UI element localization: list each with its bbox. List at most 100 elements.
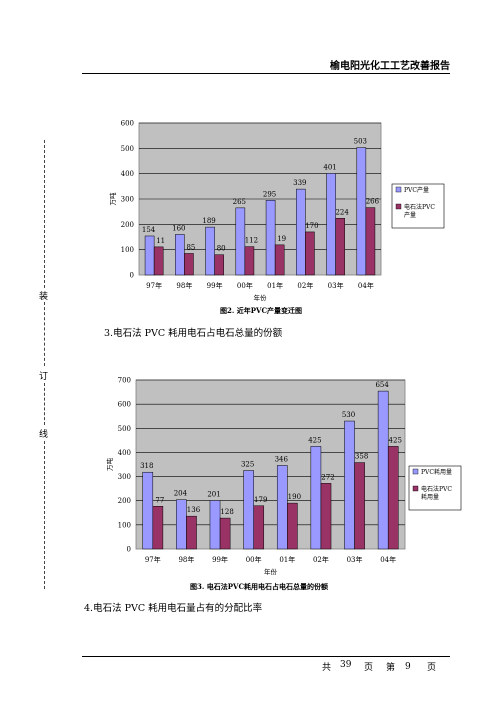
x-tick-label: 97年	[146, 281, 162, 290]
data-label: 19	[277, 235, 286, 243]
bar-series-2	[387, 446, 399, 550]
bar-series-1	[209, 500, 221, 550]
data-label: 401	[323, 163, 336, 171]
x-tick-label: 04年	[358, 281, 374, 290]
y-tick-label: 700	[118, 377, 131, 385]
footer-page-prefix: 第	[386, 663, 396, 673]
data-label: 179	[254, 496, 267, 504]
legend-swatch	[395, 203, 402, 210]
legend-label-cont: 产量	[404, 211, 416, 219]
data-label: 266	[366, 198, 380, 206]
bar-series-1	[144, 235, 155, 276]
data-label: 295	[263, 190, 276, 198]
bar-series-1	[142, 471, 154, 550]
binding-mark-xian: 线	[39, 430, 49, 440]
data-label: 318	[140, 462, 153, 470]
y-tick-label: 300	[118, 473, 131, 481]
x-tick-label: 03年	[328, 281, 344, 290]
legend-swatch	[395, 186, 402, 193]
data-label: 358	[355, 453, 368, 461]
x-tick-label: 02年	[313, 555, 329, 564]
bar-series-2	[253, 505, 265, 550]
binding-line	[44, 383, 45, 425]
y-tick-label: 300	[121, 196, 134, 204]
y-tick-label: 600	[121, 120, 134, 128]
data-label: 503	[354, 138, 367, 146]
legend-swatch	[412, 485, 419, 492]
binding-mark-zhuang: 装	[39, 292, 49, 302]
data-label: 136	[187, 506, 201, 514]
bar-series-1	[326, 173, 336, 276]
bar-series-1	[377, 390, 389, 550]
data-label: 201	[207, 490, 220, 498]
x-tick-label: 99年	[212, 555, 228, 564]
data-label: 204	[174, 490, 188, 498]
bar-series-2	[219, 517, 231, 550]
bar-series-1	[344, 420, 355, 550]
bar-series-2	[305, 231, 315, 276]
legend-label: PVC产量	[404, 186, 429, 194]
header-title: 榆电阳光化工工艺改善报告	[330, 61, 450, 72]
header-rule	[82, 73, 450, 74]
data-label: 189	[202, 217, 215, 225]
x-tick-label: 03年	[347, 555, 363, 564]
data-label: 85	[186, 243, 195, 251]
bar-series-1	[356, 147, 367, 276]
x-axis-title: 年份	[264, 567, 278, 576]
bar-series-2	[214, 254, 224, 276]
bar-series-2	[152, 506, 164, 550]
bar-series-1	[235, 207, 246, 276]
x-tick-label: 01年	[279, 555, 295, 564]
binding-mark-ding: 订	[39, 372, 49, 382]
y-axis-title: 万吨	[108, 192, 117, 206]
bar-series-1	[175, 234, 185, 276]
footer-rule	[82, 656, 450, 657]
footer-total-prefix: 共	[322, 663, 332, 673]
data-label: 190	[288, 493, 301, 501]
x-tick-label: 02年	[297, 281, 313, 290]
y-tick-label: 200	[118, 497, 131, 505]
x-tick-label: 00年	[237, 281, 253, 290]
x-tick-label: 01年	[267, 281, 283, 290]
data-label: 154	[142, 226, 156, 234]
figure-3-caption: 图3. 电石法PVC耗用电石占电石总量的份额	[190, 582, 329, 591]
data-label: 325	[241, 461, 254, 469]
y-axis-title: 万吨	[105, 458, 114, 472]
x-axis-title: 年份	[254, 293, 268, 302]
y-tick-label: 0	[127, 546, 131, 554]
bar-series-1	[276, 465, 288, 550]
bar-series-1	[296, 188, 306, 276]
data-label: 272	[321, 473, 334, 481]
bar-series-1	[265, 200, 276, 276]
legend-label: 电石法PVC	[404, 203, 435, 211]
bar-series-2	[287, 502, 298, 550]
legend-swatch	[412, 468, 419, 475]
section-4-heading: 4.电石法 PVC 耗用电石量占有的分配比率	[84, 603, 263, 614]
y-tick-label: 100	[121, 246, 134, 254]
binding-line	[44, 302, 45, 366]
bar-series-2	[365, 207, 376, 276]
bar-series-2	[274, 244, 285, 276]
section-3-heading: 3.电石法 PVC 耗用电石占电石总量的份额	[104, 328, 283, 339]
data-label: 77	[155, 496, 164, 504]
footer-total-pages: 39	[340, 660, 352, 670]
bar-series-2	[184, 253, 194, 276]
y-tick-label: 400	[121, 170, 134, 178]
bar-series-2	[153, 246, 164, 276]
footer-total-suffix: 页	[364, 663, 374, 673]
figure-2-caption: 图2. 近年PVC产量变迁图	[220, 306, 303, 315]
bar-series-1	[310, 446, 322, 550]
y-tick-label: 400	[118, 449, 131, 457]
data-label: 128	[220, 508, 233, 516]
y-tick-label: 500	[118, 425, 131, 433]
bar-series-2	[354, 462, 365, 550]
x-tick-label: 97年	[145, 555, 161, 564]
bar-series-2	[320, 483, 332, 550]
legend-label: 电石法PVC	[421, 485, 452, 493]
legend-label: PVC耗用量	[421, 468, 452, 476]
data-label: 339	[293, 179, 306, 187]
legend-label-cont: 耗用量	[421, 493, 439, 501]
binding-line	[44, 441, 45, 589]
y-tick-label: 100	[118, 521, 131, 529]
